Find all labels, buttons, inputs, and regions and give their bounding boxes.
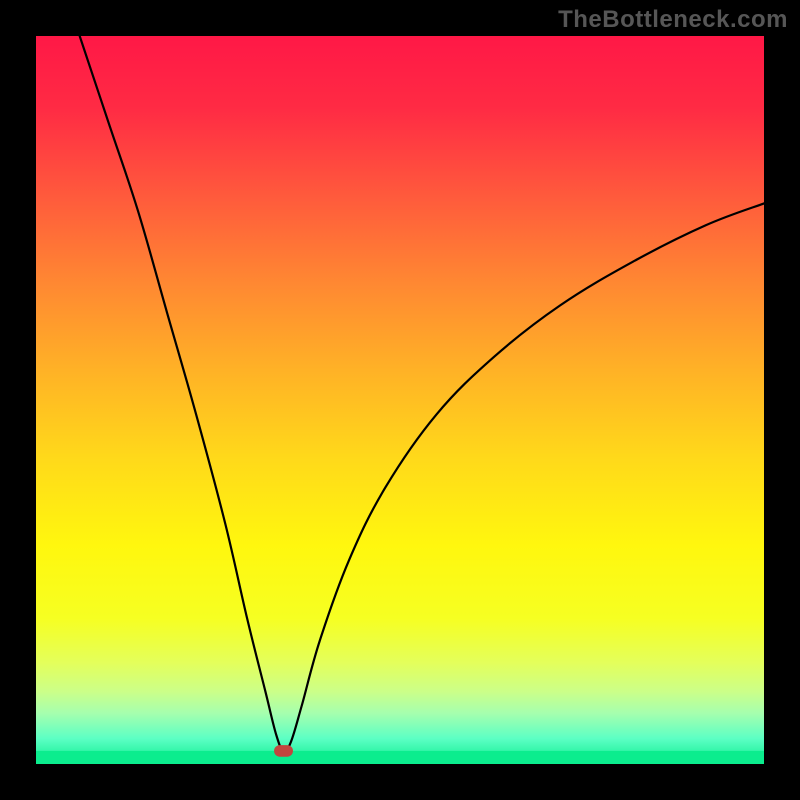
gradient-background bbox=[36, 36, 764, 764]
chart-container: { "watermark": { "text": "TheBottleneck.… bbox=[0, 0, 800, 800]
chart-svg bbox=[36, 36, 764, 764]
bottom-strip bbox=[36, 751, 764, 764]
plot-area bbox=[36, 36, 764, 764]
vertex-marker bbox=[274, 745, 293, 757]
watermark-text: TheBottleneck.com bbox=[558, 6, 788, 34]
